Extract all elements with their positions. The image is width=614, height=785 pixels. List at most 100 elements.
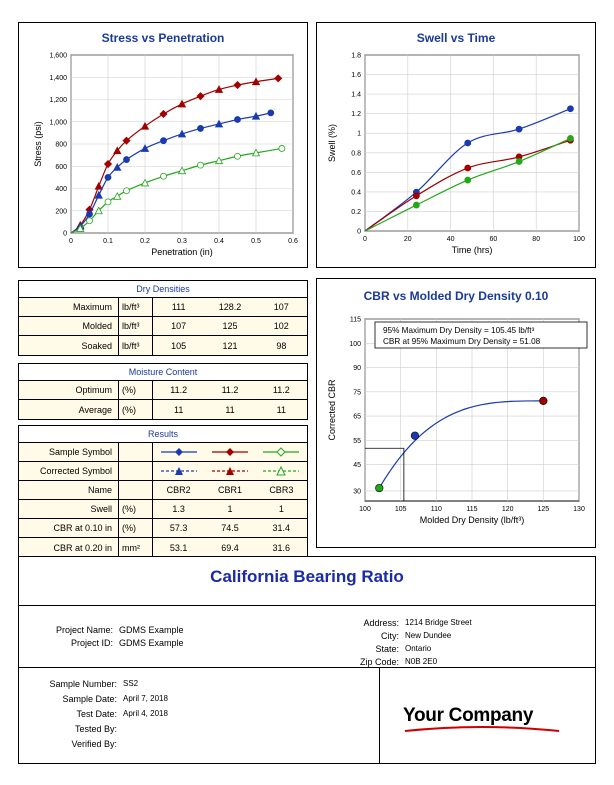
row-values: 53.1 69.4 31.6 (153, 538, 307, 557)
project-id-label: Project ID: (70, 637, 113, 648)
tested-by-field: Tested By: (19, 721, 168, 736)
data-point-cbr1 (464, 164, 472, 172)
data-point-cbr3 (104, 198, 112, 206)
x-tick-label: 80 (532, 236, 540, 243)
row-values (153, 462, 307, 480)
state-value: Ontario (405, 644, 432, 653)
sample-number-label: Sample Number: (49, 678, 117, 689)
data-point-cbr2 (177, 129, 187, 138)
corrected-symbol-cbr1 (204, 466, 255, 476)
cell-value: 11.2 (170, 385, 188, 395)
x-axis-label: Penetration (in) (151, 247, 213, 257)
row-values: 57.3 74.5 31.4 (153, 519, 307, 537)
data-point-cbr2 (123, 156, 130, 163)
sample-date-field: Sample Date: April 7, 2018 (19, 691, 167, 706)
data-point-cbr1 (177, 99, 187, 108)
company-name: Your Company (403, 705, 534, 726)
data-point-cbr1 (274, 74, 283, 83)
diamond-marker-icon (211, 448, 248, 456)
plot-area (364, 54, 580, 232)
cell-value: 102 (273, 321, 289, 331)
data-point-cbr1 (233, 80, 242, 90)
x-tick-label: 105 (395, 506, 407, 513)
cell-value: 31.4 (272, 523, 291, 533)
data-point-cbr2 (104, 173, 112, 181)
x-tick-label: 100 (359, 506, 371, 513)
x-tick-label: 100 (573, 236, 585, 243)
y-tick-label: 1.2 (351, 111, 361, 118)
row-values (153, 443, 307, 461)
city-value: New Dundee (405, 631, 452, 640)
data-point-cbr3 (160, 172, 167, 180)
cell-value: 98 (276, 340, 287, 351)
sample-info: Sample Number: SS2 Sample Date: April 7,… (19, 676, 168, 751)
density-chart-title: CBR vs Molded Dry Density 0.10 (363, 289, 549, 303)
stress-chart-title: Stress vs Penetration (101, 31, 225, 45)
y-tick-label: 45 (353, 462, 361, 469)
row-unit: mm² (119, 538, 153, 557)
y-tick-label: 100 (349, 341, 361, 348)
project-name-field: Project Name: GDMS Example (19, 623, 184, 636)
dry-densities-title: Dry Densities (19, 281, 307, 298)
density-chart-svg: 100 105 110 115 120 125 130 30 45 55 65 75 90 100 115 M… (327, 317, 588, 525)
data-point-cbr3 (234, 152, 241, 160)
row-values: 11.2 11.2 11.2 (153, 381, 307, 399)
address-label: Address: (363, 617, 399, 628)
data-point-cbr3 (197, 161, 204, 169)
cell-value: 11.2 (272, 385, 290, 395)
cell-value: 74.5 (221, 523, 239, 533)
triangle-marker-icon (263, 466, 300, 476)
x-tick-label: 0.4 (214, 238, 224, 245)
cell-value: 107 (273, 302, 289, 312)
data-point-cbr3 (177, 166, 187, 175)
tested-by-label: Tested By: (74, 723, 117, 734)
x-tick-label: 125 (537, 506, 549, 513)
diamond-marker-icon (160, 448, 197, 456)
cell-value: 69.4 (221, 542, 239, 553)
test-date-field: Test Date: April 4, 2018 (19, 706, 167, 721)
density-chart-panel: CBR vs Molded Dry Density 0.10 100 105 110… (316, 278, 596, 548)
table-row: Soaked lb/ft³ 105 121 98 (19, 336, 307, 355)
sample-symbol-cbr1 (204, 447, 255, 457)
row-label: Optimum (19, 381, 119, 399)
row-values: 11 11 11 (153, 400, 307, 419)
row-values: CBR2 CBR1 CBR3 (153, 481, 307, 499)
annotation-text: 95% Maximum Dry Density = 105.45 lb/ft³ (383, 326, 535, 335)
x-axis-label: Time (hrs) (452, 245, 493, 255)
y-tick-label: 0 (63, 231, 67, 238)
title-divider (19, 605, 595, 606)
cell-value: 11.2 (221, 385, 239, 395)
x-tick-label: 0.1 (103, 238, 113, 245)
x-tick-label: 130 (573, 506, 585, 513)
fit-curve (378, 400, 544, 489)
data-point-cbr2 (267, 109, 275, 117)
data-point-cbr3 (76, 224, 85, 232)
table-row: Swell (%) 1.3 1 1 (19, 500, 307, 519)
cell-value: 31.6 (272, 542, 291, 553)
row-unit: (%) (119, 400, 153, 419)
data-point-cbr2 (140, 144, 150, 152)
moisture-title: Moisture Content (19, 364, 307, 381)
cell-value: 105 (171, 340, 187, 351)
y-tick-label: 1,200 (49, 97, 67, 104)
data-point-cbr1 (412, 192, 420, 200)
cell-value: CBR3 (269, 485, 294, 495)
y-tick-label: 75 (353, 389, 361, 396)
data-point-cbr2 (86, 210, 93, 218)
row-values: 111 128.2 107 (153, 298, 307, 316)
row-label: Swell (19, 500, 119, 518)
annotation-box (374, 321, 588, 349)
x-tick-label: 110 (431, 506, 442, 513)
table-row: Molded lb/ft³ 107 125 102 (19, 317, 307, 336)
data-point-cbr2 (251, 111, 261, 120)
results-title: Results (19, 426, 307, 443)
company-logo: Your Company (403, 705, 573, 735)
data-point-cbr2 (113, 163, 122, 171)
cell-value: 121 (222, 340, 238, 351)
y-tick-label: 800 (55, 142, 67, 149)
project-name-value: GDMS Example (119, 624, 184, 635)
row-unit: (%) (119, 500, 153, 518)
project-name-label: Project Name: (55, 624, 113, 635)
dry-densities-table: Dry Densities Maximum lb/ft³ 111 128.2 1… (18, 280, 308, 356)
y-tick-label: 0.4 (351, 189, 361, 196)
